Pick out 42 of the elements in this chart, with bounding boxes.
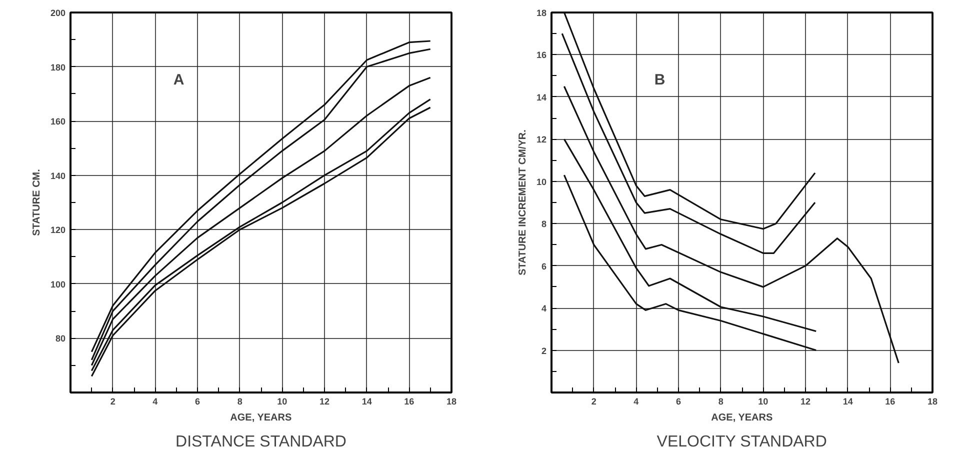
x-axis-title: AGE, YEARS (711, 412, 773, 424)
x-tick-label: 8 (237, 396, 242, 406)
annotation: B (654, 72, 666, 88)
x-tick-label: 14 (842, 396, 853, 406)
y-tick-label: 140 (50, 170, 66, 181)
y-tick-label: 4 (541, 304, 547, 314)
y-tick-label: 10 (536, 176, 547, 187)
x-tick-label: 4 (634, 396, 639, 406)
x-tick-label: 10 (277, 396, 288, 406)
x-tick-label: 6 (194, 396, 200, 406)
x-tick-label: 18 (446, 396, 457, 406)
y-tick-label: 14 (536, 92, 547, 102)
y-tick-label: 120 (50, 225, 66, 236)
x-tick-label: 12 (319, 396, 330, 406)
x-tick-label: 12 (800, 396, 811, 406)
x-axis-title: AGE, YEARS (230, 412, 292, 424)
text: DISTANCE STANDARD (176, 434, 346, 450)
x-tick-label: 16 (404, 396, 414, 406)
x-tick-label: 2 (591, 396, 596, 406)
x-tick-label: 4 (152, 396, 158, 406)
y-tick-label: 2 (541, 346, 547, 356)
x-tick-label: 14 (362, 396, 372, 406)
x-tick-label: 16 (885, 396, 896, 406)
x-tick-label: 10 (758, 396, 768, 406)
y-tick-label: 200 (50, 8, 66, 18)
x-tick-label: 8 (718, 396, 724, 406)
y-tick-label: 180 (50, 62, 66, 72)
x-tick-label: 18 (927, 396, 938, 406)
y-tick-label: 100 (50, 279, 66, 290)
annotation: A (173, 72, 184, 88)
y-axis-title: STATURE CM. (31, 168, 42, 236)
y-tick-label: 6 (541, 261, 547, 272)
y-tick-label: 160 (50, 116, 66, 127)
y-tick-label: 80 (55, 334, 66, 344)
y-tick-label: 16 (536, 50, 547, 60)
y-tick-label: 8 (541, 219, 547, 230)
x-tick-label: 6 (676, 396, 682, 406)
text: VELOCITY STANDARD (656, 434, 827, 450)
y-tick-label: 18 (536, 8, 547, 18)
y-axis-title: STATURE INCREMENT CM/YR. (517, 129, 528, 276)
x-tick-label: 2 (110, 396, 116, 406)
y-tick-label: 12 (536, 134, 547, 145)
